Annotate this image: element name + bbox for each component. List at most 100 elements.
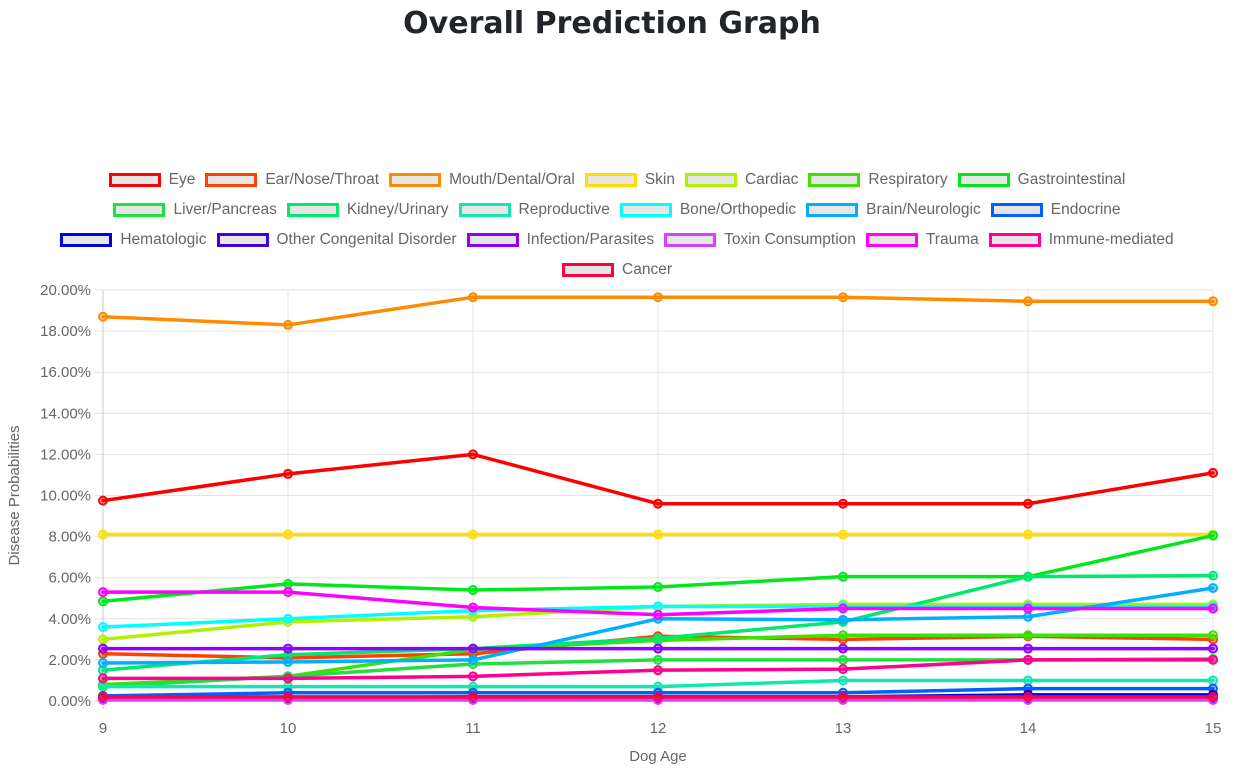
legend-item-skin[interactable]: Skin [584,171,675,189]
legend-label: Kidney/Urinary [346,201,449,218]
data-point [838,614,848,625]
legend-label: Trauma [925,231,979,248]
legend-item-liver-pancreas[interactable]: Liver/Pancreas [113,201,277,219]
data-point [838,498,848,509]
legend-item-mouth-dental-oral[interactable]: Mouth/Dental/Oral [389,171,575,189]
data-point [1208,530,1218,541]
legend-item-endocrine[interactable]: Endocrine [990,201,1121,219]
data-point [283,643,293,654]
legend-item-bone-orthopedic[interactable]: Bone/Orthopedic [619,201,796,219]
legend-item-respiratory[interactable]: Respiratory [808,171,948,189]
data-point [1208,630,1218,641]
legend-item-cancer[interactable]: Cancer [562,261,672,279]
legend-swatch [664,233,717,247]
legend-swatch [957,173,1010,187]
legend-item-brain-neurologic[interactable]: Brain/Neurologic [806,201,981,219]
data-point [1208,467,1218,478]
data-point [468,643,478,654]
y-tick-label: 4.00% [48,611,91,628]
x-tick-label: 14 [1020,720,1037,737]
data-point [98,681,108,692]
data-point [653,609,663,620]
data-point [1023,643,1033,654]
legend-label: Eye [168,171,196,188]
y-tick-label: 12.00% [40,446,91,463]
data-point [653,529,663,540]
legend-label: Gastrointestinal [1017,171,1126,188]
data-point [468,585,478,596]
x-tick-label: 9 [99,720,107,737]
data-point [653,498,663,509]
legend-swatch [990,203,1043,217]
data-point [468,691,478,702]
series-cancer [98,691,1218,702]
data-point [98,596,108,607]
legend-swatch [389,173,442,187]
data-point [1208,603,1218,614]
x-tick-label: 13 [835,720,852,737]
data-point [1208,654,1218,665]
legend-item-trauma[interactable]: Trauma [865,231,979,249]
series-line [101,678,1215,689]
legend-row: Eye Ear/Nose/Throat Mouth/Dental/Oral Skin C… [8,165,1226,195]
legend-label: Ear/Nose/Throat [265,171,380,188]
legend-label: Other Congenital Disorder [276,231,457,248]
data-point [98,529,108,540]
data-point [838,529,848,540]
legend-swatch [60,233,113,247]
data-point [653,601,663,612]
data-point [98,495,108,506]
data-point [283,578,293,589]
data-point [1023,630,1033,641]
legend-label: Infection/Parasites [526,231,655,248]
legend-row: Liver/Pancreas Kidney/Urinary Reproductive… [8,195,1226,225]
y-tick-label: 18.00% [40,323,91,340]
legend-item-ear-nose-throat[interactable]: Ear/Nose/Throat [205,171,379,189]
series-skin [98,529,1218,540]
data-point [838,691,848,702]
series-line [101,590,1215,617]
series-eye [98,449,1218,509]
legend-item-hematologic[interactable]: Hematologic [60,231,207,249]
legend-swatch [806,203,859,217]
data-point [653,292,663,303]
legend-item-infection-parasites[interactable]: Infection/Parasites [466,231,655,249]
series-infection-parasites [98,643,1218,654]
legend-item-kidney-urinary[interactable]: Kidney/Urinary [286,201,449,219]
chart-title: Overall Prediction Graph [403,6,821,41]
legend-item-toxin-consumption[interactable]: Toxin Consumption [664,231,856,249]
data-point [98,587,108,598]
legend-swatch [562,263,615,277]
data-point [838,571,848,582]
y-axis-label: Disease Probabilities [6,425,23,565]
data-point [283,691,293,702]
legend-swatch [458,203,511,217]
legend-item-cardiac[interactable]: Cardiac [685,171,798,189]
legend-item-reproductive[interactable]: Reproductive [458,201,610,219]
series-immune-mediated [98,654,1218,684]
legend-label: Mouth/Dental/Oral [449,171,575,188]
data-point [283,587,293,598]
data-point [1208,691,1218,702]
legend-item-gastrointestinal[interactable]: Gastrointestinal [957,171,1126,189]
legend-label: Brain/Neurologic [866,201,981,218]
data-point [468,671,478,682]
legend-swatch [466,233,519,247]
legend-item-immune-mediated[interactable]: Immune-mediated [988,231,1174,249]
legend-item-other-congenital-disorder[interactable]: Other Congenital Disorder [216,231,457,249]
data-point [98,643,108,654]
legend-item-eye[interactable]: Eye [108,171,196,189]
x-tick-label: 15 [1205,720,1222,737]
legend-swatch [286,203,339,217]
data-point [1023,603,1033,614]
y-tick-label: 0.00% [48,693,91,710]
data-point [838,654,848,665]
data-point [838,643,848,654]
data-point [653,581,663,592]
legend-label: Immune-mediated [1048,231,1174,248]
data-point [1023,571,1033,582]
data-point [283,673,293,684]
data-point [98,311,108,322]
data-point [283,656,293,667]
data-point [283,319,293,330]
